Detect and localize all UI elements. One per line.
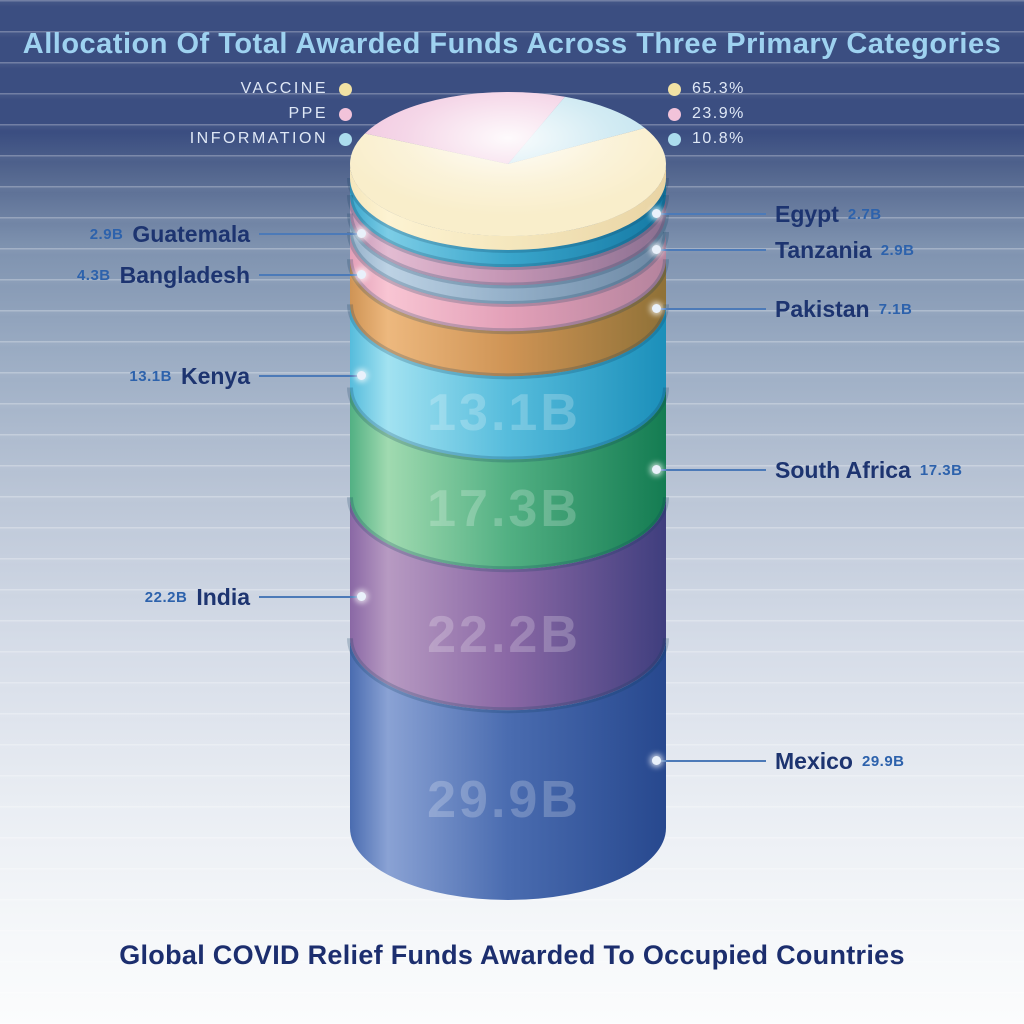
- legend-item-information: INFORMATION: [190, 128, 352, 150]
- band-guatemala: [350, 195, 666, 286]
- leader-line: [259, 592, 366, 601]
- legend-label: INFORMATION: [189, 130, 328, 147]
- band-top-edge: [347, 259, 669, 335]
- country-label-mexico: Mexico 29.9B: [652, 747, 905, 774]
- country-label-india: 22.2B India: [144, 583, 366, 610]
- country-label-egypt: Egypt 2.7B: [652, 200, 882, 227]
- legend-dot-icon: [668, 107, 681, 121]
- leader-line: [652, 465, 766, 474]
- band-top-edge: [347, 638, 669, 714]
- leader-dot-icon: [652, 245, 661, 254]
- legend-dot-icon: [339, 107, 352, 121]
- leader-line: [652, 304, 766, 313]
- country-name: South Africa: [775, 456, 911, 483]
- band-top-edge: [347, 231, 669, 307]
- country-value: 29.9B: [861, 752, 905, 770]
- legend-item-ppe: PPE: [288, 103, 352, 125]
- country-value: 7.1B: [878, 300, 913, 318]
- legend-dot-icon: [668, 82, 681, 96]
- band-egypt: [350, 178, 666, 268]
- leader-line: [259, 270, 366, 279]
- leader-dot-icon: [357, 371, 366, 380]
- leader-dot-icon: [652, 465, 661, 474]
- country-label-guatemala: 2.9B Guatemala: [89, 220, 366, 247]
- leader-line: [652, 245, 766, 254]
- chart-caption: Global COVID Relief Funds Awarded To Occ…: [119, 940, 905, 970]
- legend-pct-information: 10.8%: [668, 128, 745, 150]
- country-label-bangladesh: 4.3B Bangladesh: [76, 261, 366, 288]
- pie-disc-side: [350, 164, 666, 250]
- leader-dot-icon: [357, 592, 366, 601]
- leader-dot-icon: [357, 270, 366, 279]
- legend-label: VACCINE: [240, 80, 328, 97]
- leader-line: [652, 209, 766, 218]
- band-top-edge: [347, 387, 669, 463]
- legend-item-vaccine: VACCINE: [241, 78, 352, 100]
- country-name: India: [196, 583, 250, 610]
- band-top-edge: [347, 213, 669, 289]
- leader-line: [259, 371, 366, 380]
- country-label-pakistan: Pakistan 7.1B: [652, 295, 913, 322]
- legend-dot-icon: [668, 132, 681, 146]
- country-value: 22.2B: [144, 588, 188, 606]
- band-top-edge: [347, 497, 669, 573]
- leader-line: [652, 756, 766, 765]
- country-value: 17.3B: [919, 461, 963, 479]
- band-tanzania: [350, 213, 666, 304]
- leader-line: [259, 229, 366, 238]
- country-name: Pakistan: [775, 295, 870, 322]
- legend-pct-value: 65.3%: [692, 80, 745, 97]
- legend-pct-value: 10.8%: [692, 130, 745, 147]
- page-title: Allocation Of Total Awarded Funds Across…: [22, 28, 1002, 60]
- country-value: 2.7B: [847, 205, 882, 223]
- legend-label: PPE: [288, 105, 328, 122]
- band-mexico: [350, 638, 666, 900]
- country-label-kenya: 13.1B Kenya: [129, 362, 366, 389]
- country-value: 2.9B: [89, 225, 124, 243]
- leader-dot-icon: [652, 756, 661, 765]
- band-india: [350, 497, 666, 711]
- country-name: Kenya: [180, 362, 250, 389]
- country-value: 4.3B: [76, 266, 111, 284]
- country-name: Egypt: [775, 200, 839, 227]
- legend-pct-vaccine: 65.3%: [668, 78, 745, 100]
- band-pakistan: [350, 259, 666, 377]
- band-bangladesh: [350, 231, 666, 332]
- country-name: Tanzania: [775, 236, 872, 263]
- band-value-kenya: 13.1B: [427, 384, 581, 442]
- legend-pct-value: 23.9%: [692, 105, 745, 122]
- country-name: Mexico: [775, 747, 853, 774]
- country-name: Guatemala: [132, 220, 250, 247]
- band-kenya: [350, 304, 666, 460]
- band-value-india: 22.2B: [427, 606, 581, 664]
- legend-pct-ppe: 23.9%: [668, 103, 745, 125]
- leader-dot-icon: [652, 209, 661, 218]
- band-top-edge: [347, 195, 669, 271]
- country-name: Bangladesh: [119, 261, 250, 288]
- country-value: 13.1B: [129, 367, 172, 385]
- legend-dot-icon: [339, 82, 352, 96]
- pie-top-sheen: [350, 92, 666, 236]
- country-label-tanzania: Tanzania 2.9B: [652, 236, 915, 263]
- band-value-south-africa: 17.3B: [427, 480, 581, 538]
- leader-dot-icon: [357, 229, 366, 238]
- band-value-mexico: 29.9B: [427, 771, 581, 829]
- band-top-edge: [347, 304, 669, 380]
- band-south-africa: [350, 387, 666, 570]
- country-value: 2.9B: [880, 241, 915, 259]
- leader-dot-icon: [652, 304, 661, 313]
- country-label-south-africa: South Africa 17.3B: [652, 456, 963, 483]
- legend-dot-icon: [339, 132, 352, 146]
